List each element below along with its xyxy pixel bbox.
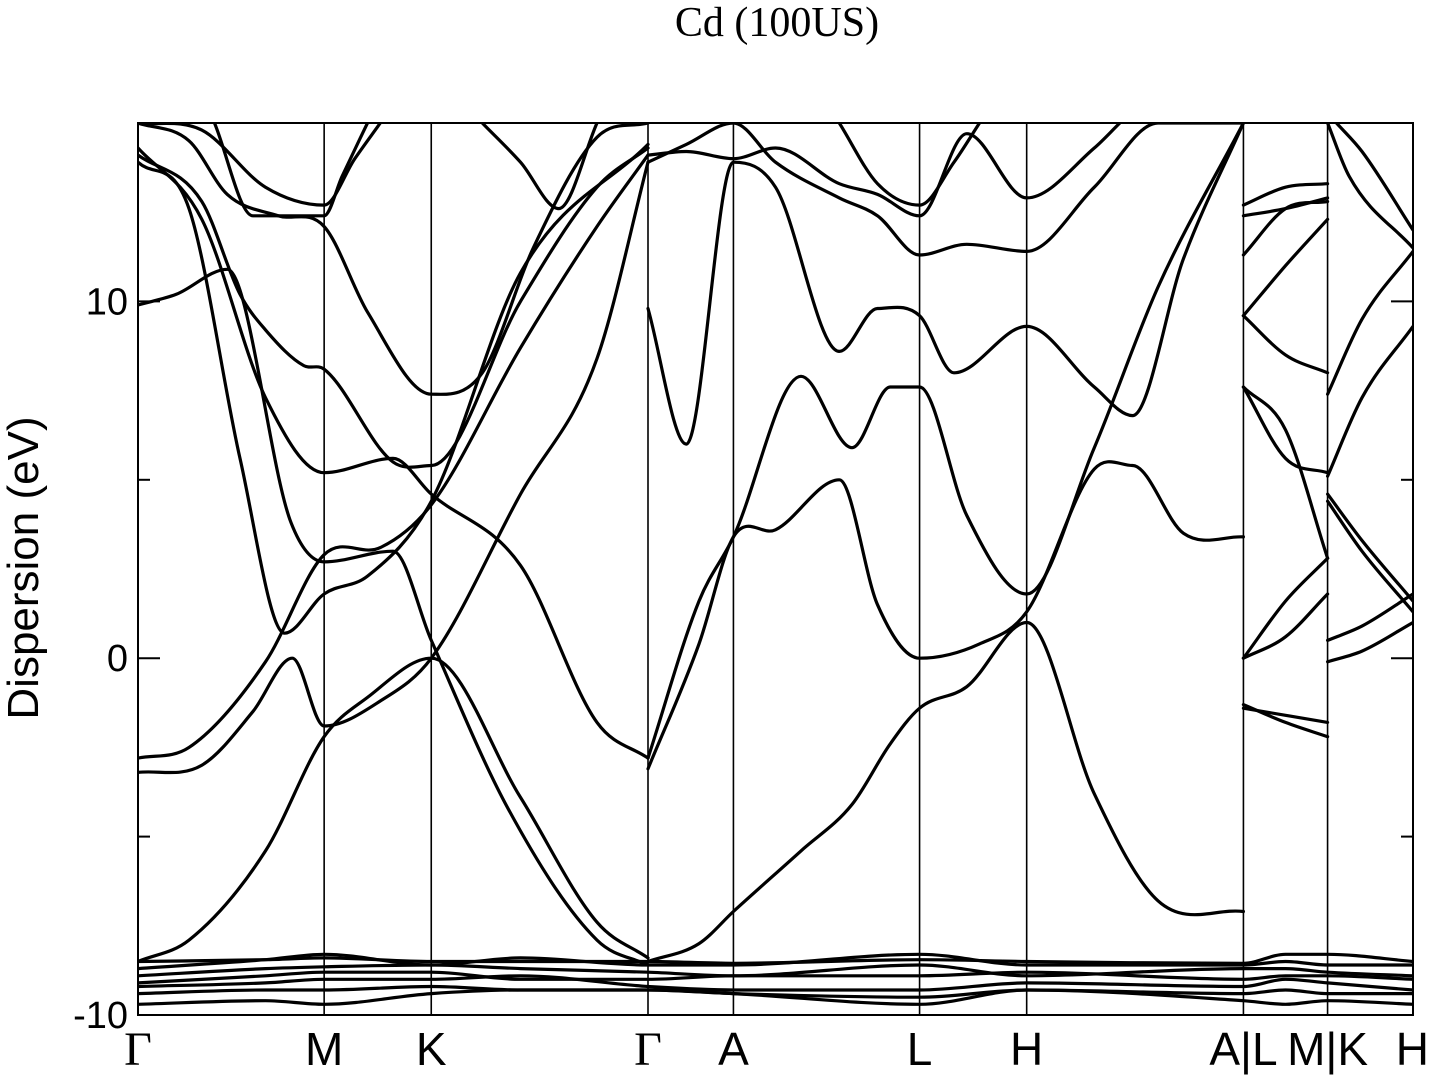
band-line-25 [1241,217,1330,318]
band-line-15 [646,123,1245,257]
x-tick-label-1: M [305,1023,343,1075]
band-line-17 [837,123,982,207]
band-line-0 [138,656,650,964]
plot-frame [137,122,1414,1016]
x-tick-labels: Γ M K Γ A L H A|L M|K H [124,1023,1429,1076]
band-line-28 [1241,182,1330,207]
band-line-13 [646,123,1245,760]
x-tick-label-4: A [718,1023,749,1075]
band-line-32 [1326,492,1413,603]
band-line-16 [646,123,1122,218]
x-tick-label-0: Γ [124,1023,152,1076]
band-line-22 [1241,385,1330,475]
x-tick-label-6: H [1010,1023,1043,1075]
band-line-10 [480,123,599,211]
band-line-9 [212,123,370,218]
band-line-6 [138,146,650,469]
x-tick-label-8: M|K [1287,1023,1368,1075]
band-line-20 [1241,592,1330,660]
band-line-39 [138,963,1413,978]
y-tick-labels: 10 0 -10 [73,281,128,1037]
band-line-41 [138,974,1413,992]
band-line-33 [1326,324,1413,478]
band-line-1 [138,160,650,775]
high-symmetry-lines [323,123,1329,1015]
band-line-5 [138,146,650,760]
band-line-11 [646,620,1245,964]
axis-ticks [138,300,1413,1016]
band-line-7 [138,123,650,396]
band-line-40 [138,970,1413,985]
band-line-43 [138,988,1413,1006]
band-line-24 [1241,314,1330,375]
band-line-3 [138,142,650,635]
band-line-37 [138,952,1413,965]
band-line-21 [1241,556,1330,660]
x-tick-label-5: L [907,1023,933,1075]
y-tick-label-0: 10 [86,281,128,323]
y-tick-label-1: 0 [107,638,128,680]
band-line-8 [138,123,382,207]
band-line-12 [646,460,1245,771]
band-line-36 [1334,123,1413,232]
band-line-14 [646,123,1245,446]
band-line-29 [1326,620,1413,664]
x-tick-label-9: H [1396,1023,1429,1075]
band-lines [138,123,1413,1006]
band-line-34 [1326,249,1413,396]
y-tick-label-2: -10 [73,995,128,1037]
band-line-30 [1326,592,1413,642]
chart-title: Cd (100US) [675,0,879,46]
band-line-23 [1241,385,1330,560]
y-axis-label: Dispersion (eV) [0,416,48,719]
band-line-4 [138,267,650,967]
x-tick-label-2: K [416,1023,447,1075]
band-line-19 [1241,703,1330,739]
band-line-2 [138,153,650,760]
x-tick-label-3: Γ [634,1023,662,1076]
band-line-31 [1326,499,1413,614]
band-line-27 [1241,196,1330,218]
band-line-38 [138,952,1413,971]
band-line-35 [1326,123,1413,250]
x-tick-label-7: A|L [1209,1023,1277,1075]
